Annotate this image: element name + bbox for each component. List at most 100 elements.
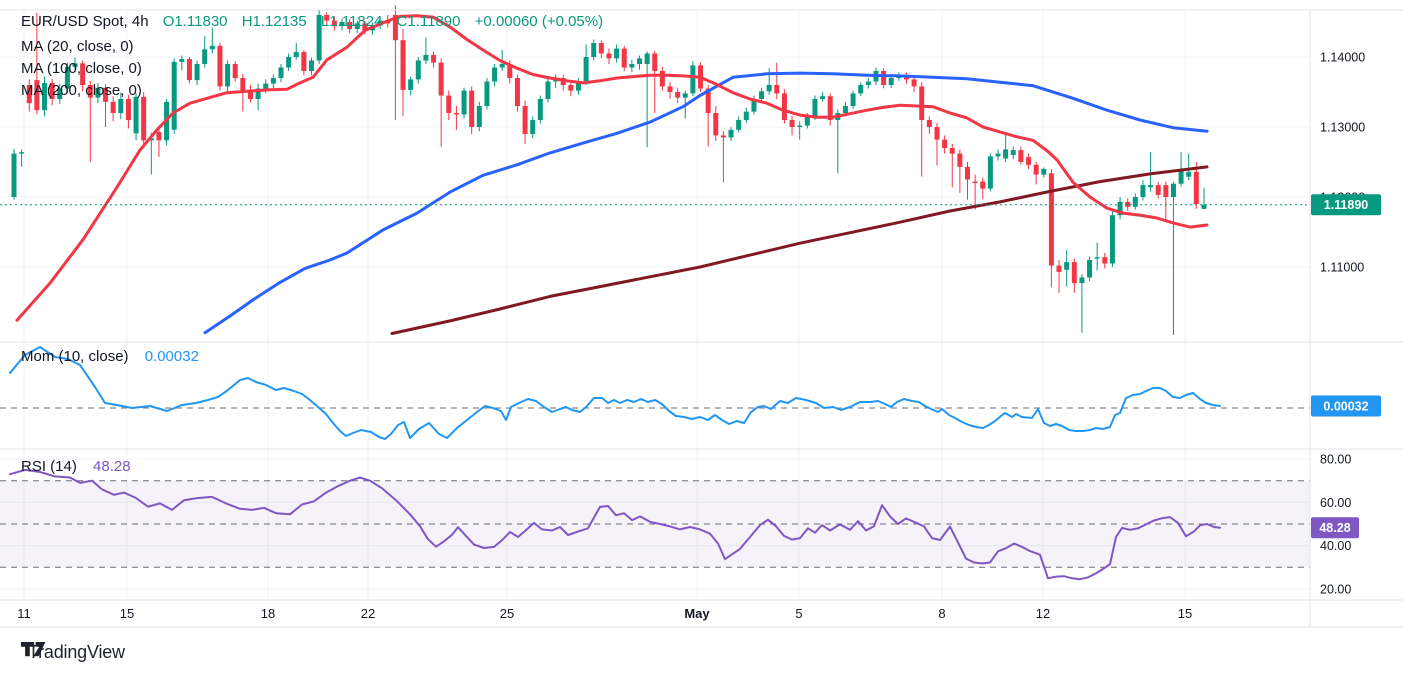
candle-body xyxy=(949,148,955,154)
candle-body xyxy=(87,85,93,98)
candle-body xyxy=(110,101,116,113)
candle-body xyxy=(293,52,299,57)
candle-body xyxy=(598,43,604,54)
candle-body xyxy=(797,125,803,127)
candle-body xyxy=(781,93,787,120)
candle-body xyxy=(614,48,620,59)
candle-body xyxy=(644,53,650,64)
time-axis-label: 22 xyxy=(361,606,375,621)
candle-body xyxy=(545,81,551,99)
ma100-legend[interactable]: MA (100, close, 0) xyxy=(21,60,144,77)
candle-body xyxy=(537,99,543,120)
candle-body xyxy=(1079,277,1085,284)
candle-body xyxy=(476,106,482,127)
candle-body xyxy=(995,153,1001,157)
candle-body xyxy=(499,64,505,68)
candle-body xyxy=(446,95,452,113)
candle-body xyxy=(1109,215,1115,264)
candle-body xyxy=(461,90,467,115)
candle-body xyxy=(934,127,940,140)
candle-body xyxy=(217,45,223,87)
candle-body xyxy=(49,82,55,99)
candle-body xyxy=(232,64,238,78)
candle-body xyxy=(1010,150,1016,155)
candle-body xyxy=(842,106,848,113)
candle-body xyxy=(95,87,101,98)
candle-body xyxy=(713,113,719,136)
candle-body xyxy=(308,60,314,71)
price-axis[interactable]: 1.140001.130001.120001.1100080.0060.0040… xyxy=(1320,51,1365,597)
candle-body xyxy=(1041,169,1047,175)
momentum-line xyxy=(9,346,1221,440)
candle-body xyxy=(415,60,421,80)
candle-body xyxy=(278,67,284,78)
candle-body xyxy=(408,79,414,90)
candle-body xyxy=(240,78,246,91)
mom-legend[interactable]: Mom (10, close) 0.00032 xyxy=(21,348,201,365)
candle-body xyxy=(812,99,818,117)
candle-body xyxy=(125,99,131,120)
change-value: +0.00060 (+0.05%) xyxy=(474,13,604,30)
candle-body xyxy=(743,111,749,120)
ma100-legend-label: MA (100, close, 0) xyxy=(21,60,142,77)
candle-body xyxy=(1071,262,1077,284)
candle-body xyxy=(19,152,25,154)
time-axis-label: 15 xyxy=(1178,606,1192,621)
ohlc-high: H1.12135 xyxy=(241,13,307,30)
candle-body xyxy=(583,57,589,82)
candle-body xyxy=(591,43,597,57)
ma20-legend-label: MA (20, close, 0) xyxy=(21,38,134,55)
ma20-line xyxy=(15,14,1209,322)
tradingview-logo[interactable]: TradingView xyxy=(21,642,125,663)
rsi-badge-text: 48.28 xyxy=(1319,521,1350,535)
candle-body xyxy=(675,92,681,98)
price-axis-label: 1.14000 xyxy=(1320,51,1365,65)
candle-body xyxy=(392,15,398,41)
momentum-badge xyxy=(1311,395,1381,417)
rsi-axis-label: 20.00 xyxy=(1320,582,1351,596)
candle-body xyxy=(339,22,345,27)
candle-body xyxy=(11,153,17,197)
candle-body xyxy=(324,15,330,21)
ma20-legend[interactable]: MA (20, close, 0) xyxy=(21,38,136,55)
time-axis[interactable]: 11 15 18 22 25 May 5 8 12 15 xyxy=(17,606,1192,621)
candle-body xyxy=(911,79,917,87)
candle-body xyxy=(438,62,444,96)
candle-body xyxy=(629,64,635,68)
candle-body xyxy=(1163,185,1169,197)
candle-body xyxy=(247,90,253,99)
candle-body xyxy=(720,135,726,138)
candle-body xyxy=(659,71,665,87)
tradingview-logo-icon xyxy=(21,642,46,657)
rsi-legend[interactable]: RSI (14) 48.28 xyxy=(21,458,133,475)
candle-body xyxy=(987,156,993,189)
candle-body xyxy=(926,120,932,127)
candle-body xyxy=(453,113,459,115)
symbol-legend[interactable]: EUR/USD Spot, 4h O1.11830 H1.12135 L1.11… xyxy=(21,13,605,30)
candle-body xyxy=(270,78,276,84)
ma200-legend[interactable]: MA (200, close, 0) xyxy=(21,82,144,99)
candle-body xyxy=(606,53,612,59)
candle-body xyxy=(347,22,353,29)
candle-body xyxy=(728,129,734,138)
candle-body xyxy=(530,120,536,134)
candle-body xyxy=(1201,204,1207,209)
candle-body xyxy=(431,54,437,63)
time-axis-label: 15 xyxy=(120,606,134,621)
candle-body xyxy=(774,85,780,94)
ohlc-close: C1.11890 xyxy=(396,13,461,30)
candle-body xyxy=(514,78,520,106)
candle-body xyxy=(209,45,215,50)
time-axis-label: 5 xyxy=(795,606,802,621)
candle-body xyxy=(1140,185,1146,197)
candle-body xyxy=(1186,171,1192,177)
time-axis-label: 8 xyxy=(938,606,945,621)
candle-body xyxy=(484,81,490,106)
ma200-line xyxy=(390,165,1209,335)
time-axis-label: 18 xyxy=(261,606,275,621)
candle-body xyxy=(1003,149,1009,159)
candle-body xyxy=(652,53,658,71)
candle-body xyxy=(1170,183,1176,197)
